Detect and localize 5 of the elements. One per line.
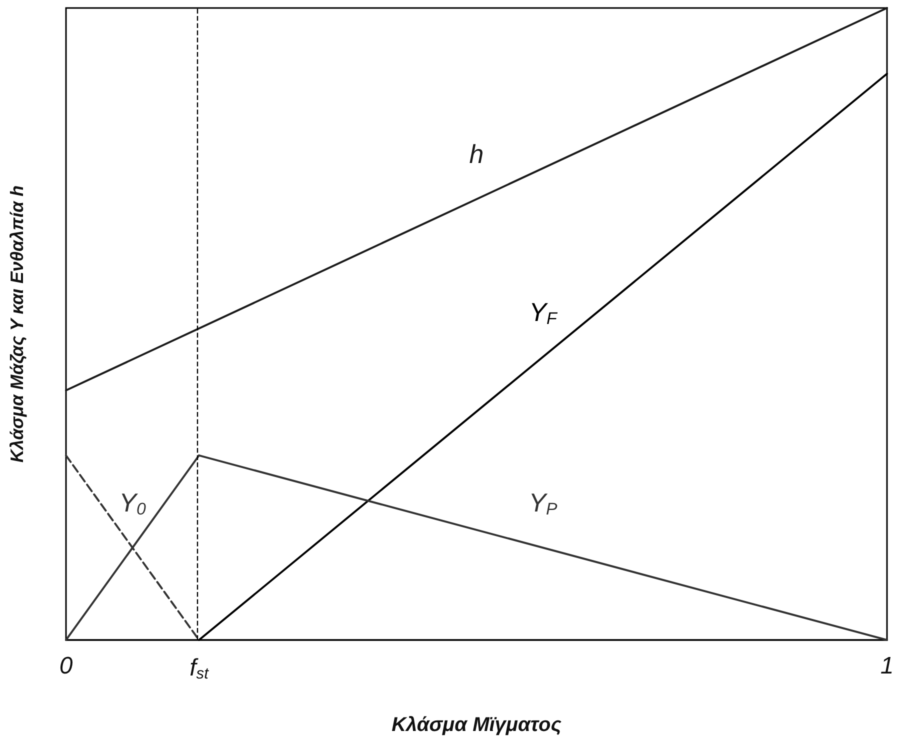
x-axis-title: Κλάσμα Μϊγματος: [392, 714, 562, 736]
x-tick-label: 0: [59, 652, 74, 680]
series-label: h: [469, 139, 484, 170]
x-tick-label: 1: [880, 652, 894, 680]
y-axis-title: Κλάσμα Μάζας Y και Ενθαλπία h: [7, 185, 27, 463]
